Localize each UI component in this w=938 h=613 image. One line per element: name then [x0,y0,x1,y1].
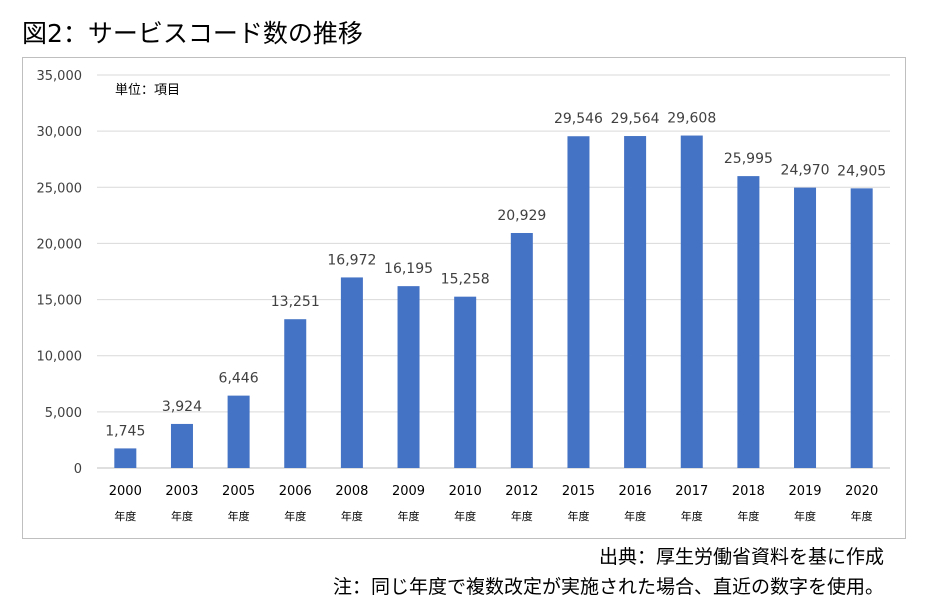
x-tick-label: 2005 [222,484,255,499]
bar [850,188,873,469]
value-label: 29,546 [554,111,603,127]
x-tick-label: 2000 [109,484,142,499]
x-tick-suffix: 年度 [737,509,759,523]
bar [510,232,533,468]
value-label: 20,929 [497,208,546,224]
y-axis-ticks: 0 5,000 10,000 15,000 20,000 25,000 30,000 35,0… [37,69,83,477]
value-label: 16,195 [384,261,433,277]
x-tick-label: 2017 [675,484,708,499]
bar [624,136,647,468]
x-tick-suffix: 年度 [341,509,363,523]
value-label: 15,258 [441,272,490,288]
x-tick-label: 2012 [505,484,538,499]
bar [284,319,307,468]
value-label: 6,446 [219,371,259,387]
bar [170,423,193,468]
unit-label: 単位：項目 [115,82,180,98]
bar [340,277,363,468]
source-note: 出典：厚生労働省資料を基に作成 [598,546,884,568]
x-tick-suffix: 年度 [624,509,646,523]
x-tick-label: 2009 [392,484,425,499]
x-tick-label: 2020 [845,484,878,499]
bar [454,296,477,468]
x-tick-label: 2015 [562,484,595,499]
x-tick-suffix: 年度 [851,509,873,523]
bar [397,286,420,468]
bar [794,187,817,469]
x-tick-label: 2006 [279,484,312,499]
x-tick-label: 2010 [449,484,482,499]
value-label: 1,745 [105,423,145,439]
value-label: 29,564 [611,111,660,127]
x-tick-label: 2003 [165,484,198,499]
value-label: 13,251 [271,294,320,310]
value-label: 25,995 [724,151,773,167]
chart-frame [22,57,906,539]
value-label: 3,924 [162,399,202,415]
value-label: 16,972 [327,252,376,268]
x-tick-label: 2016 [619,484,652,499]
x-tick-suffix: 年度 [567,509,589,523]
x-tick-suffix: 年度 [284,509,306,523]
page-title: 図2：サービスコード数の推移 [22,19,363,48]
x-tick-suffix: 年度 [794,509,816,523]
x-tick-label: 2019 [788,484,821,499]
y-tick-label: 0 [74,462,82,477]
value-label: 29,608 [667,111,716,127]
y-tick-label: 20,000 [37,237,83,252]
bar [227,395,250,468]
value-label: 24,905 [837,163,886,179]
y-tick-label: 30,000 [37,125,83,140]
bars [114,135,873,469]
y-tick-label: 10,000 [37,350,83,365]
x-tick-suffix: 年度 [171,509,193,523]
x-axis-ticks: 2000 年度 2003 年度 2005 年度 2006 年度 2008 年度 2009 年度 2010… [109,484,878,523]
bar [737,176,760,468]
value-labels: 1,745 3,924 6,446 13,251 16,972 16,195 15,258 2… [105,111,886,440]
bar-chart: 0 5,000 10,000 15,000 20,000 25,000 30,000 35,0… [37,69,890,523]
x-tick-suffix: 年度 [454,509,476,523]
y-tick-label: 15,000 [37,294,83,309]
x-tick-suffix: 年度 [114,509,136,523]
x-tick-suffix: 年度 [398,509,420,523]
x-tick-label: 2018 [732,484,765,499]
bar [680,135,703,468]
value-label: 24,970 [781,163,830,179]
footnote: 注：同じ年度で複数改定が実施された場合、直近の数字を使用。 [332,576,884,598]
y-tick-label: 5,000 [45,406,82,421]
x-tick-suffix: 年度 [681,509,703,523]
grid-lines [97,74,890,469]
x-tick-suffix: 年度 [511,509,533,523]
bar [567,136,590,468]
y-tick-label: 35,000 [37,69,83,84]
x-tick-suffix: 年度 [228,509,250,523]
y-tick-label: 25,000 [37,181,83,196]
bar [114,448,137,468]
x-tick-label: 2008 [335,484,368,499]
